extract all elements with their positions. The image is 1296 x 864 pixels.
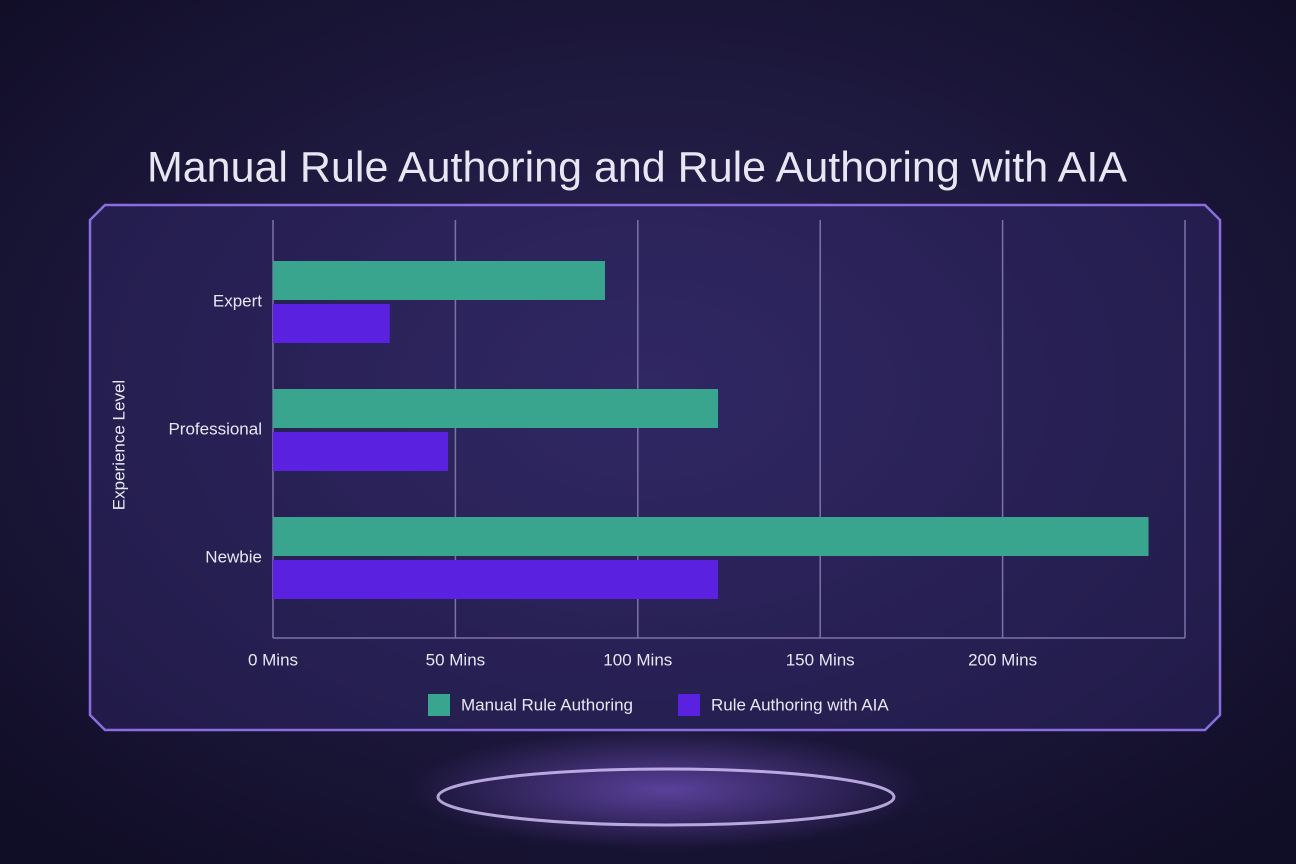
chart-title: Manual Rule Authoring and Rule Authoring… bbox=[147, 143, 1127, 191]
glow bbox=[406, 730, 926, 850]
x-tick-label: 200 Mins bbox=[968, 650, 1037, 669]
legend-label: Manual Rule Authoring bbox=[461, 695, 633, 714]
legend-swatch bbox=[678, 694, 700, 716]
y-tick-label: Newbie bbox=[205, 547, 262, 566]
bar bbox=[273, 560, 719, 599]
bar bbox=[273, 261, 605, 300]
x-tick-label: 0 Mins bbox=[248, 650, 298, 669]
x-tick-label: 150 Mins bbox=[786, 650, 855, 669]
y-tick-label: Professional bbox=[168, 419, 262, 438]
bar bbox=[273, 432, 449, 471]
y-tick-label: Expert bbox=[213, 291, 262, 310]
bar bbox=[273, 517, 1149, 556]
x-tick-label: 50 Mins bbox=[426, 650, 486, 669]
x-tick-label: 100 Mins bbox=[603, 650, 672, 669]
legend-swatch bbox=[428, 694, 450, 716]
y-axis-label: Experience Level bbox=[109, 380, 128, 510]
ring bbox=[436, 767, 896, 827]
bar bbox=[273, 304, 390, 343]
legend-label: Rule Authoring with AIA bbox=[711, 695, 889, 714]
bar bbox=[273, 389, 719, 428]
